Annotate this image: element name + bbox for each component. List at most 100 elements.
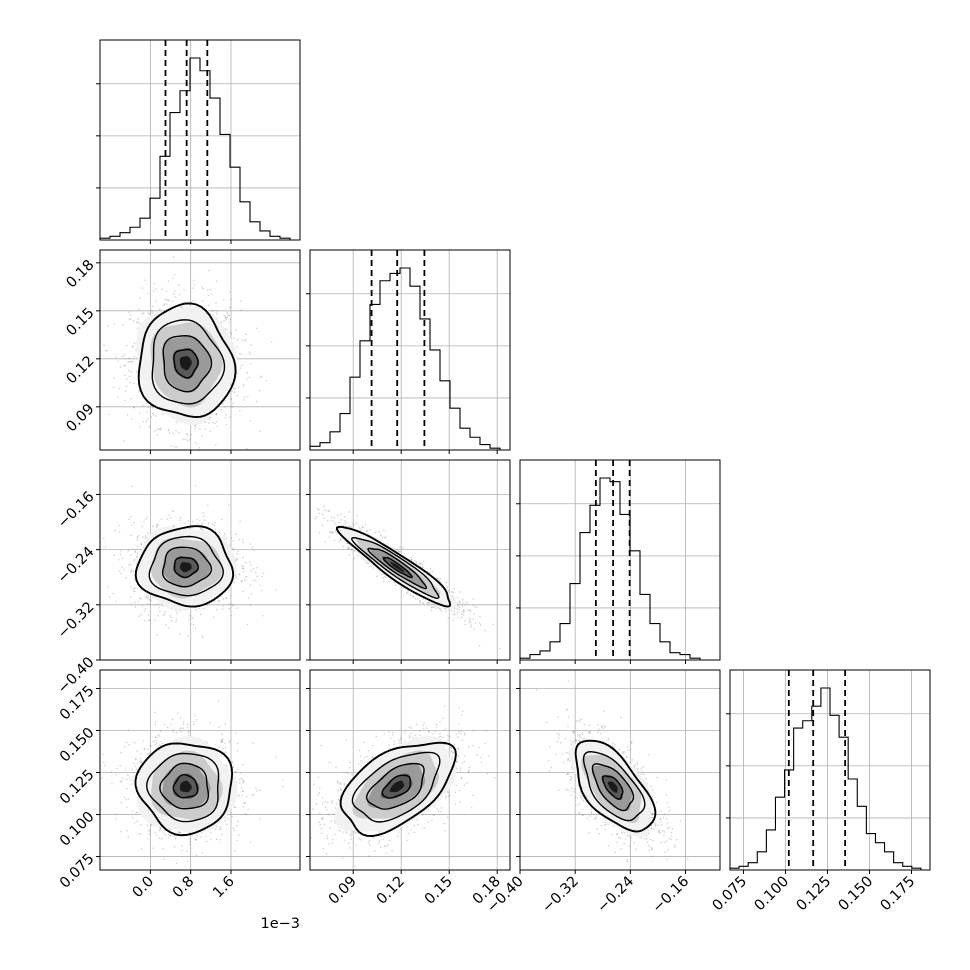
scatter-point xyxy=(330,531,333,533)
scatter-point xyxy=(447,617,450,619)
scatter-point xyxy=(188,832,191,834)
scatter-point xyxy=(178,284,181,286)
scatter-point xyxy=(457,603,459,606)
scatter-point xyxy=(193,283,196,286)
scatter-point xyxy=(235,575,238,577)
scatter-point xyxy=(189,623,191,625)
scatter-point xyxy=(128,743,130,746)
scatter-point xyxy=(252,549,255,552)
scatter-point xyxy=(132,345,134,348)
contour-line xyxy=(382,556,413,579)
scatter-point xyxy=(332,520,335,522)
scatter-point xyxy=(144,536,147,539)
scatter-point xyxy=(188,439,191,441)
scatter-point xyxy=(232,402,234,405)
scatter-point xyxy=(447,589,450,592)
scatter-point xyxy=(137,600,140,603)
scatter-point xyxy=(461,613,463,615)
scatter-point xyxy=(445,610,447,613)
scatter-point xyxy=(236,839,238,842)
scatter-point xyxy=(236,394,238,397)
scatter-point xyxy=(224,317,227,319)
scatter-point xyxy=(223,319,225,322)
scatter-point xyxy=(428,601,431,604)
scatter-point xyxy=(145,420,148,423)
scatter-point xyxy=(162,304,165,307)
scatter-point xyxy=(422,566,424,568)
scatter-point xyxy=(209,416,212,419)
scatter-point xyxy=(225,413,227,416)
scatter-point xyxy=(175,620,177,623)
scatter-point xyxy=(186,439,189,442)
contour-line xyxy=(351,536,440,599)
scatter-point xyxy=(116,767,118,770)
scatter-point xyxy=(148,425,151,428)
scatter-point xyxy=(150,311,153,313)
scatter-point xyxy=(439,577,441,580)
scatter-point xyxy=(331,532,334,534)
scatter-point xyxy=(133,521,135,524)
scatter-point xyxy=(456,608,459,610)
scatter-point xyxy=(162,413,164,415)
scatter-point xyxy=(228,589,230,592)
scatter-point xyxy=(243,579,246,582)
scatter-point xyxy=(176,612,178,614)
scatter-point xyxy=(187,635,189,638)
scatter-point xyxy=(130,485,133,488)
scatter-point xyxy=(472,598,474,600)
scatter-point xyxy=(211,309,214,312)
scatter-point xyxy=(405,592,408,595)
scatter-point xyxy=(214,521,216,524)
scatter-point xyxy=(422,602,425,604)
scatter-point xyxy=(328,510,331,513)
scatter-point xyxy=(362,525,364,528)
scatter-point xyxy=(225,423,227,426)
scatter-point xyxy=(246,447,248,450)
scatter-point xyxy=(281,778,284,781)
scatter-point xyxy=(102,537,105,539)
scatter-point xyxy=(351,526,353,529)
scatter-point xyxy=(112,592,115,595)
scatter-point xyxy=(231,405,234,408)
scatter-point xyxy=(230,614,232,617)
scatter-point xyxy=(334,523,337,525)
scatter-point xyxy=(225,597,228,599)
scatter-point xyxy=(431,606,433,609)
scatter-point xyxy=(82,351,84,353)
scatter-point xyxy=(146,516,149,519)
scatter-point xyxy=(241,338,244,341)
scatter-point xyxy=(255,571,257,574)
scatter-point xyxy=(473,628,476,630)
scatter-point xyxy=(148,598,151,601)
scatter-point xyxy=(345,521,347,524)
scatter-point xyxy=(136,327,139,329)
scatter-point xyxy=(138,597,141,599)
y-tick-label: 0.15 xyxy=(64,305,98,339)
scatter-point xyxy=(244,340,246,342)
scatter-point xyxy=(203,607,206,609)
scatter-point xyxy=(162,614,165,617)
scatter-point xyxy=(138,322,141,325)
scatter-point xyxy=(402,547,404,549)
scatter-point xyxy=(143,620,146,622)
scatter-point xyxy=(180,306,183,309)
scatter-point xyxy=(170,616,173,619)
scatter-point xyxy=(376,575,378,578)
scatter-point xyxy=(154,619,156,622)
scatter-point xyxy=(141,387,144,390)
x-tick-label: 0.150 xyxy=(836,874,877,915)
scatter-point xyxy=(215,413,218,415)
scatter-point xyxy=(249,419,252,422)
scatter-point xyxy=(206,289,209,291)
scatter-point xyxy=(462,613,464,616)
scatter-point xyxy=(187,734,190,736)
scatter-point xyxy=(238,834,240,836)
scatter-point xyxy=(155,526,158,529)
scatter-point xyxy=(140,848,143,850)
scatter-point xyxy=(236,559,238,561)
scatter-point xyxy=(372,567,374,569)
scatter-point xyxy=(151,305,154,308)
scatter-point xyxy=(388,580,391,583)
scatter-point xyxy=(157,614,159,617)
scatter-point xyxy=(112,386,115,389)
